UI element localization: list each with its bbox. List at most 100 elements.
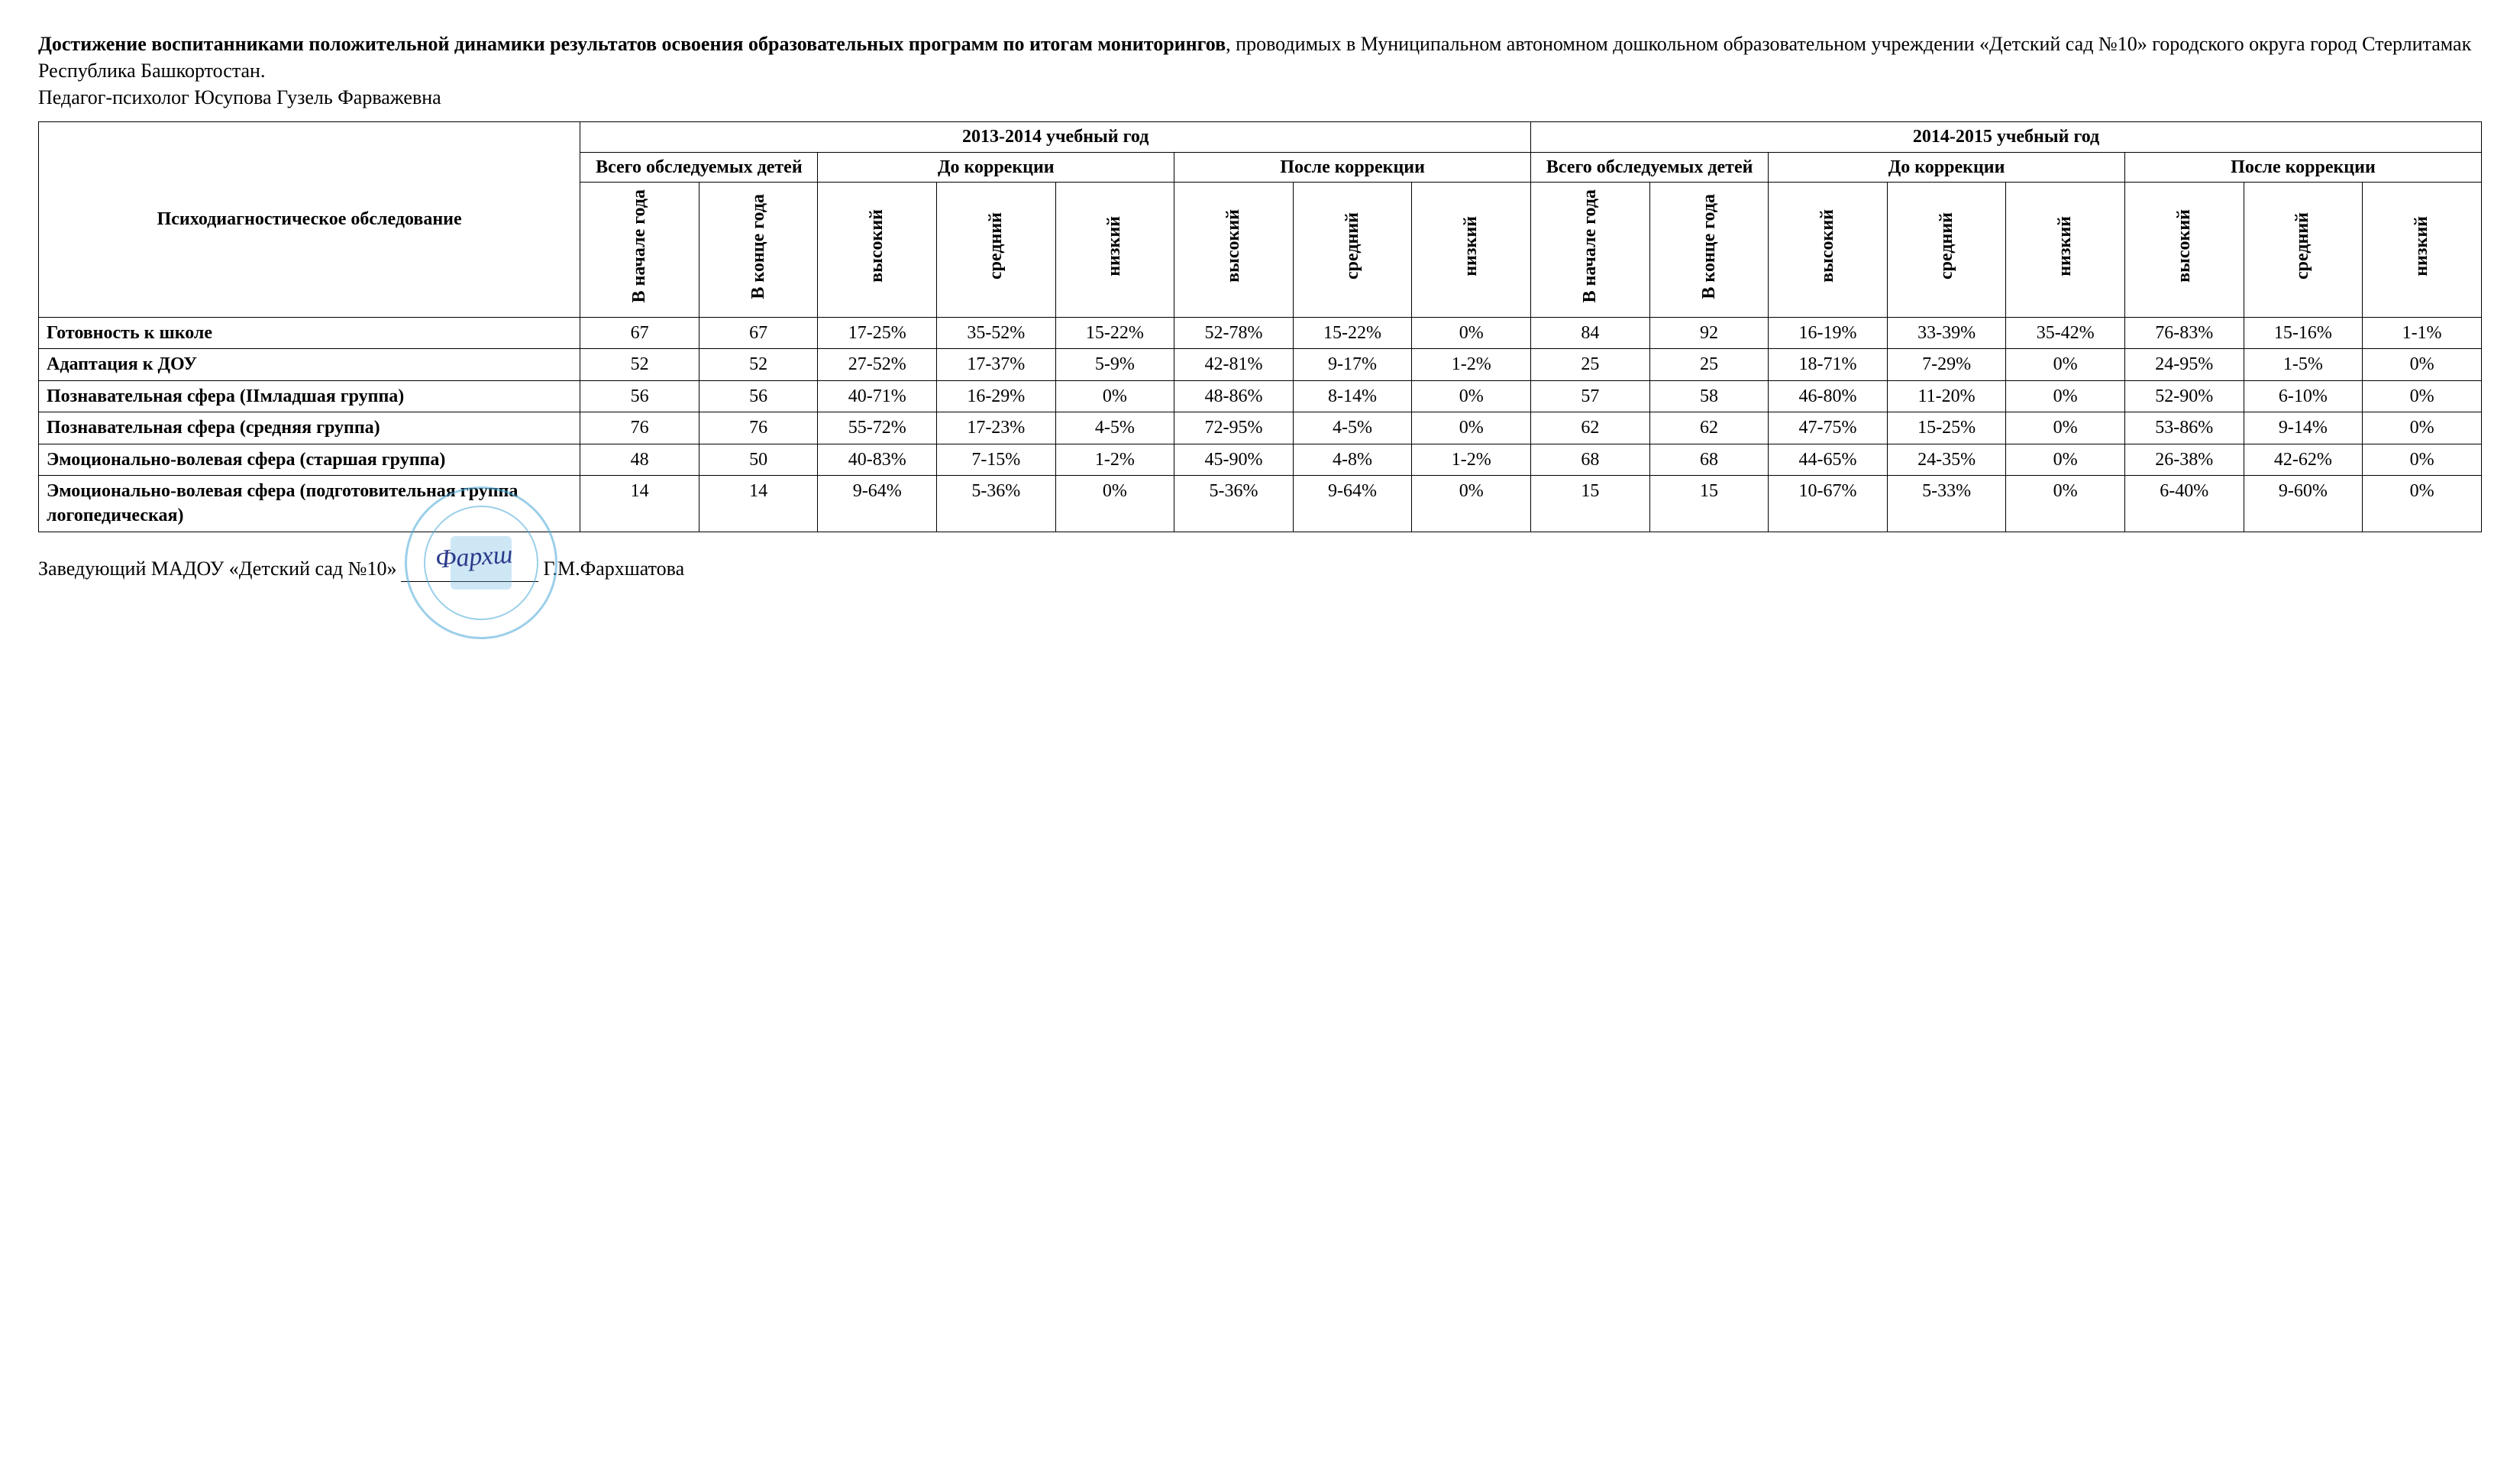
table-cell: 15: [1531, 475, 1650, 532]
table-cell: 14: [580, 475, 699, 532]
table-cell: 26-38%: [2124, 444, 2244, 475]
results-table: Психодиагностическое обследование 2013-2…: [38, 121, 2482, 532]
th-after2: После коррекции: [2124, 152, 2481, 182]
header-line2: Педагог-психолог Юсупова Гузель Фарважев…: [38, 86, 441, 108]
table-cell: 35-52%: [937, 317, 1056, 348]
th-low: низкий: [2006, 183, 2125, 318]
th-after1: После коррекции: [1174, 152, 1531, 182]
table-cell: 0%: [2006, 412, 2125, 444]
table-cell: 7-15%: [937, 444, 1056, 475]
table-cell: 0%: [2363, 412, 2482, 444]
table-cell: 5-36%: [937, 475, 1056, 532]
table-cell: 0%: [1412, 380, 1531, 412]
table-cell: 4-5%: [1055, 412, 1174, 444]
table-cell: 25: [1649, 349, 1769, 380]
table-cell: 50: [699, 444, 818, 475]
table-cell: 76: [580, 412, 699, 444]
footer-prefix: Заведующий МАДОУ «Детский сад №10»: [38, 555, 396, 582]
table-row: Познавательная сфера (средняя группа)767…: [39, 412, 2482, 444]
table-cell: 56: [699, 380, 818, 412]
table-cell: 52-90%: [2124, 380, 2244, 412]
th-low: низкий: [1055, 183, 1174, 318]
table-cell: 4-5%: [1293, 412, 1412, 444]
table-cell: 15-22%: [1293, 317, 1412, 348]
table-cell: 9-17%: [1293, 349, 1412, 380]
document-header: Достижение воспитанниками положительной …: [38, 31, 2482, 111]
th-mid: средний: [1293, 183, 1412, 318]
th-mid: средний: [2244, 183, 2363, 318]
table-cell: 40-71%: [818, 380, 937, 412]
table-cell: 27-52%: [818, 349, 937, 380]
row-label: Познавательная сфера (средняя группа): [39, 412, 580, 444]
row-label: Познавательная сфера (IIмладшая группа): [39, 380, 580, 412]
table-cell: 84: [1531, 317, 1650, 348]
table-cell: 5-36%: [1174, 475, 1294, 532]
table-cell: 57: [1531, 380, 1650, 412]
table-cell: 0%: [2363, 349, 2482, 380]
table-cell: 0%: [1055, 475, 1174, 532]
table-cell: 24-95%: [2124, 349, 2244, 380]
table-cell: 5-9%: [1055, 349, 1174, 380]
table-cell: 8-14%: [1293, 380, 1412, 412]
row-label: Адаптация к ДОУ: [39, 349, 580, 380]
table-cell: 76: [699, 412, 818, 444]
table-cell: 18-71%: [1769, 349, 1888, 380]
table-cell: 6-10%: [2244, 380, 2363, 412]
table-cell: 0%: [2363, 444, 2482, 475]
th-end2: В конце года: [1649, 183, 1769, 318]
table-cell: 5-33%: [1887, 475, 2006, 532]
table-cell: 46-80%: [1769, 380, 1888, 412]
th-total2: Всего обследуемых детей: [1531, 152, 1769, 182]
table-cell: 1-2%: [1055, 444, 1174, 475]
th-before1: До коррекции: [818, 152, 1174, 182]
th-high: высокий: [1769, 183, 1888, 318]
row-label: Эмоционально-волевая сфера (старшая груп…: [39, 444, 580, 475]
table-cell: 67: [699, 317, 818, 348]
th-high: высокий: [1174, 183, 1294, 318]
row-label: Готовность к школе: [39, 317, 580, 348]
table-cell: 48: [580, 444, 699, 475]
table-cell: 0%: [1412, 317, 1531, 348]
th-year1: 2013-2014 учебный год: [580, 122, 1531, 152]
header-bold: Достижение воспитанниками положительной …: [38, 33, 1226, 55]
table-cell: 0%: [2006, 444, 2125, 475]
table-row: Эмоционально-волевая сфера (подготовител…: [39, 475, 2482, 532]
table-cell: 58: [1649, 380, 1769, 412]
table-cell: 56: [580, 380, 699, 412]
signature-scribble: Фархш: [435, 537, 514, 577]
table-cell: 42-81%: [1174, 349, 1294, 380]
table-cell: 35-42%: [2006, 317, 2125, 348]
th-end1: В конце года: [699, 183, 818, 318]
table-cell: 9-60%: [2244, 475, 2363, 532]
table-cell: 0%: [2363, 475, 2482, 532]
table-cell: 4-8%: [1293, 444, 1412, 475]
table-cell: 53-86%: [2124, 412, 2244, 444]
table-cell: 16-29%: [937, 380, 1056, 412]
table-cell: 92: [1649, 317, 1769, 348]
table-cell: 45-90%: [1174, 444, 1294, 475]
table-cell: 62: [1649, 412, 1769, 444]
table-row: Эмоционально-волевая сфера (старшая груп…: [39, 444, 2482, 475]
table-cell: 11-20%: [1887, 380, 2006, 412]
table-cell: 10-67%: [1769, 475, 1888, 532]
table-row: Адаптация к ДОУ525227-52%17-37%5-9%42-81…: [39, 349, 2482, 380]
th-main: Психодиагностическое обследование: [39, 122, 580, 318]
table-cell: 67: [580, 317, 699, 348]
table-cell: 17-23%: [937, 412, 1056, 444]
table-cell: 1-2%: [1412, 444, 1531, 475]
table-cell: 0%: [1412, 412, 1531, 444]
table-cell: 15-22%: [1055, 317, 1174, 348]
th-begin2: В начале года: [1531, 183, 1650, 318]
table-cell: 1-5%: [2244, 349, 2363, 380]
table-cell: 24-35%: [1887, 444, 2006, 475]
table-cell: 52: [580, 349, 699, 380]
table-cell: 47-75%: [1769, 412, 1888, 444]
th-begin1: В начале года: [580, 183, 699, 318]
table-cell: 55-72%: [818, 412, 937, 444]
table-cell: 15-16%: [2244, 317, 2363, 348]
table-cell: 1-1%: [2363, 317, 2482, 348]
table-cell: 68: [1531, 444, 1650, 475]
table-cell: 42-62%: [2244, 444, 2363, 475]
table-cell: 0%: [2006, 475, 2125, 532]
th-total1: Всего обследуемых детей: [580, 152, 818, 182]
